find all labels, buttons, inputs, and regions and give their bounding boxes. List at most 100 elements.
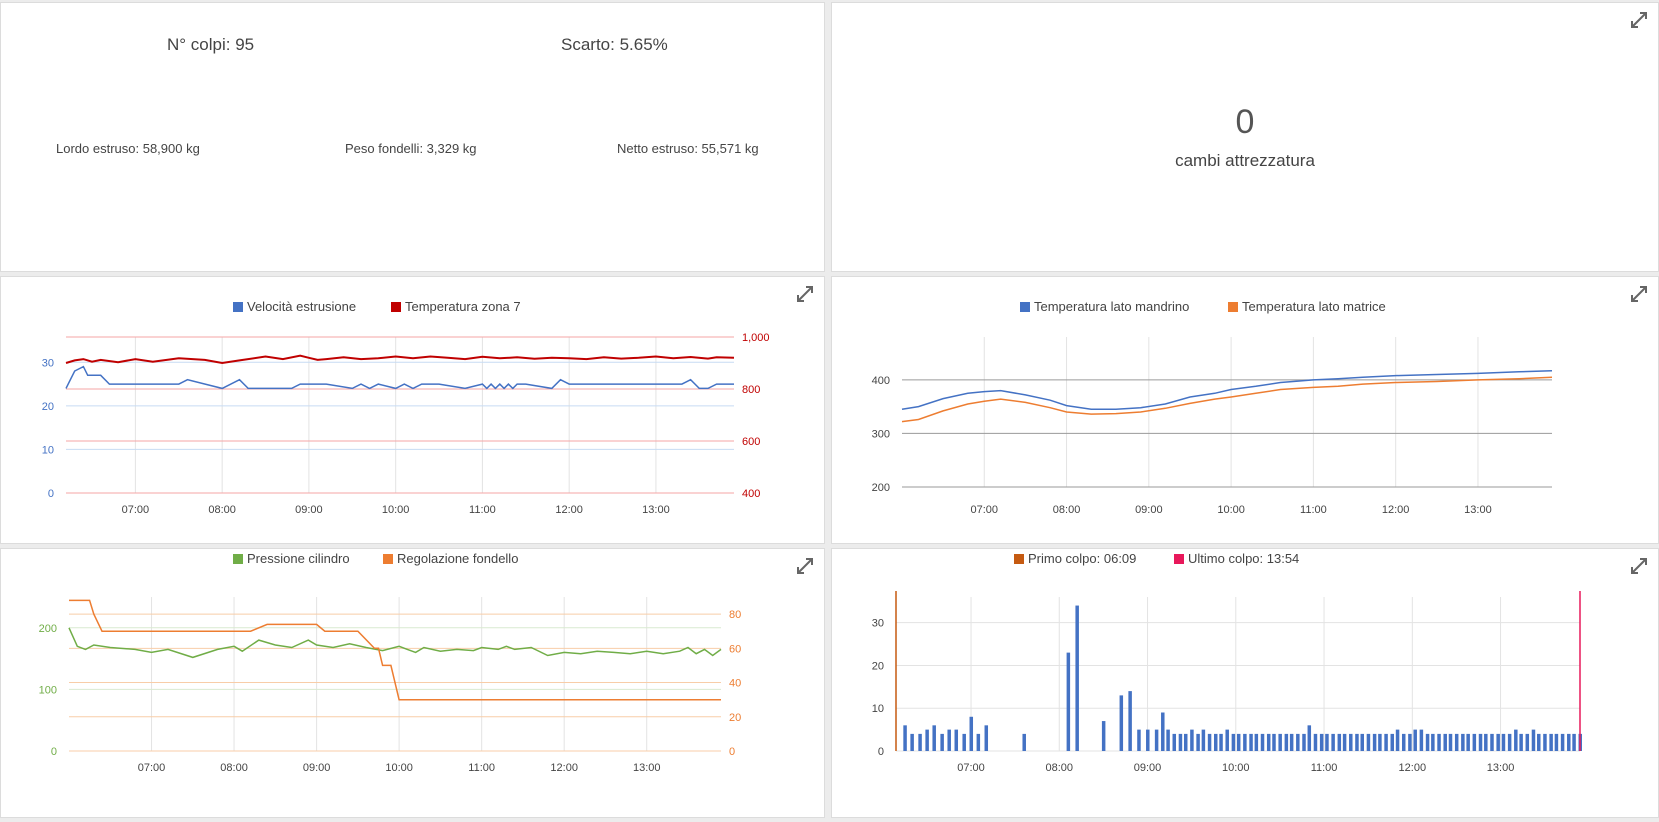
bar bbox=[1302, 733, 1306, 751]
y-tick-label: 400 bbox=[872, 375, 890, 387]
y-tick-label: 20 bbox=[872, 660, 884, 672]
y-tick-label: 20 bbox=[42, 401, 54, 413]
netto-estruso: Netto estruso: 55,571 kg bbox=[617, 141, 759, 156]
legend-label: Temperatura lato matrice bbox=[1242, 299, 1386, 314]
bar bbox=[1319, 733, 1324, 751]
x-tick-label: 11:00 bbox=[1311, 762, 1338, 774]
bar bbox=[1448, 733, 1453, 751]
x-tick-label: 09:00 bbox=[303, 762, 331, 774]
bar bbox=[1201, 729, 1206, 751]
bar bbox=[1289, 733, 1294, 751]
x-tick-label: 10:00 bbox=[382, 504, 410, 516]
bar bbox=[1472, 733, 1477, 751]
chart-pressione-fondello: 07:00 08:00 09:00 10:00 11:00 12:00 13:00 0 100 2… bbox=[39, 551, 742, 774]
chart-panel-colpi: 07:00 08:00 09:00 10:00 11:00 12:00 13:00 0 10 20… bbox=[831, 548, 1659, 818]
bar bbox=[1128, 691, 1132, 751]
bar bbox=[1196, 733, 1200, 751]
legend-label: Regolazione fondello bbox=[397, 551, 518, 566]
bar bbox=[1408, 733, 1412, 751]
x-tick-label: 07:00 bbox=[122, 504, 150, 516]
bar bbox=[1484, 733, 1488, 751]
bar bbox=[940, 733, 944, 751]
legend-swatch bbox=[383, 554, 393, 564]
bar bbox=[1190, 729, 1194, 751]
x-tick-label: 07:00 bbox=[138, 762, 166, 774]
chart-panel-velocita: 07:00 08:00 09:00 10:00 11:00 12:00 13:00 0 10 20… bbox=[0, 276, 825, 544]
y-tick-label: 10 bbox=[872, 703, 884, 715]
bar bbox=[1307, 725, 1312, 751]
expand-icon[interactable] bbox=[1630, 557, 1648, 575]
peso-fondelli: Peso fondelli: 3,329 kg bbox=[345, 141, 477, 156]
y2-tick-label: 80 bbox=[729, 609, 741, 621]
chart-temperature-lato: 07:00 08:00 09:00 10:00 11:00 12:00 13:00 200 30… bbox=[872, 299, 1553, 516]
bar bbox=[1572, 733, 1576, 751]
x-tick-label: 08:00 bbox=[1046, 762, 1074, 774]
bar bbox=[910, 733, 914, 751]
y2-tick-label: 40 bbox=[729, 678, 741, 690]
bar bbox=[1254, 733, 1259, 751]
bar bbox=[1172, 733, 1177, 751]
y-tick-label: 10 bbox=[42, 444, 54, 456]
bar bbox=[1231, 733, 1236, 751]
legend-swatch bbox=[233, 554, 243, 564]
x-tick-label: 08:00 bbox=[1053, 504, 1081, 516]
y-tick-label: 100 bbox=[39, 684, 57, 696]
bar bbox=[947, 729, 951, 751]
y-tick-label: 0 bbox=[51, 746, 57, 758]
bar bbox=[1425, 733, 1430, 751]
bar bbox=[1225, 729, 1229, 751]
y2-tick-label: 800 bbox=[742, 384, 760, 396]
x-tick-label: 09:00 bbox=[1135, 504, 1163, 516]
bar bbox=[1119, 695, 1124, 751]
y-tick-label: 30 bbox=[872, 618, 884, 630]
x-tick-label: 11:00 bbox=[468, 762, 495, 774]
expand-icon[interactable] bbox=[796, 285, 814, 303]
bar bbox=[1272, 733, 1276, 751]
bar bbox=[1154, 729, 1159, 751]
chart-panel-pressione: 07:00 08:00 09:00 10:00 11:00 12:00 13:00 0 100 2… bbox=[0, 548, 825, 818]
series-line bbox=[69, 599, 721, 701]
bar bbox=[1390, 733, 1395, 751]
bar bbox=[1219, 733, 1223, 751]
counter-label: cambi attrezzatura bbox=[1175, 151, 1315, 170]
series-line bbox=[901, 376, 1553, 423]
legend-swatch bbox=[233, 302, 243, 312]
legend-swatch bbox=[391, 302, 401, 312]
y-tick-label: 300 bbox=[872, 428, 890, 440]
bar bbox=[1519, 733, 1523, 751]
bar bbox=[1443, 733, 1447, 751]
bar bbox=[1260, 733, 1265, 751]
bar bbox=[1325, 733, 1329, 751]
bar bbox=[1161, 712, 1165, 751]
bar bbox=[1507, 733, 1512, 751]
bar bbox=[1337, 733, 1342, 751]
expand-icon[interactable] bbox=[1630, 285, 1648, 303]
bar bbox=[1549, 733, 1553, 751]
bar bbox=[1366, 733, 1371, 751]
x-tick-label: 07:00 bbox=[971, 504, 999, 516]
x-tick-label: 07:00 bbox=[957, 762, 985, 774]
bar bbox=[1207, 733, 1212, 751]
x-tick-label: 11:00 bbox=[1300, 504, 1327, 516]
bar bbox=[962, 733, 966, 751]
bar bbox=[1378, 733, 1382, 751]
bar bbox=[1431, 733, 1435, 751]
x-tick-label: 08:00 bbox=[208, 504, 236, 516]
x-tick-label: 10:00 bbox=[1222, 762, 1250, 774]
bar bbox=[1567, 733, 1571, 751]
bar bbox=[1531, 729, 1536, 751]
expand-icon[interactable] bbox=[1630, 11, 1648, 29]
y2-tick-label: 400 bbox=[742, 488, 760, 500]
y-tick-label: 30 bbox=[42, 357, 54, 369]
expand-icon[interactable] bbox=[796, 557, 814, 575]
bar bbox=[1437, 733, 1441, 751]
bar bbox=[1331, 733, 1335, 751]
bar bbox=[1514, 729, 1518, 751]
bar bbox=[1243, 733, 1247, 751]
y-tick-label: 200 bbox=[39, 623, 57, 635]
colpi-count: N° colpi: 95 bbox=[167, 35, 255, 54]
bar bbox=[1022, 733, 1026, 751]
bar bbox=[1478, 733, 1483, 751]
bar bbox=[984, 725, 989, 751]
x-tick-label: 11:00 bbox=[469, 504, 496, 516]
